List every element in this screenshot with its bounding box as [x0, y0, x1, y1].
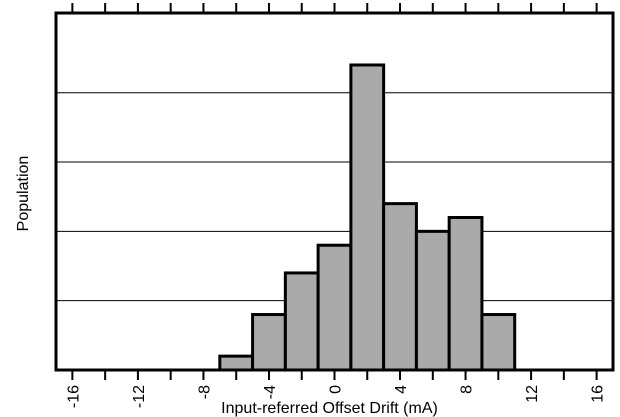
x-tick-label-1: -12 [131, 385, 148, 408]
x-axis-title: Input-referred Offset Drift (mA) [221, 400, 438, 417]
x-axis-tick-labels: -16 -12 -8 -4 0 4 8 12 16 [65, 385, 606, 408]
x-tick-label-7: 12 [524, 385, 541, 403]
bar-7 [447, 215, 484, 372]
bar-5 [382, 202, 418, 372]
x-tick-label-2: -8 [196, 385, 213, 399]
bar-4 [349, 63, 386, 372]
y-axis-title: Population [15, 156, 32, 232]
bar-2 [283, 271, 320, 372]
x-tick-label-6: 8 [459, 385, 476, 394]
bar-6 [414, 229, 451, 372]
x-tick-label-0: -16 [65, 385, 82, 408]
bar-3 [316, 243, 353, 372]
x-tick-label-4: 0 [328, 385, 345, 394]
x-tick-label-3: -4 [262, 385, 279, 399]
histogram-bars [218, 63, 517, 372]
x-tick-label-8: 16 [590, 385, 607, 403]
x-tick-label-5: 4 [393, 385, 410, 394]
x-axis-ticks [71, 3, 598, 380]
bar-0 [218, 354, 255, 372]
bar-1 [251, 313, 287, 372]
bar-8 [480, 313, 517, 372]
